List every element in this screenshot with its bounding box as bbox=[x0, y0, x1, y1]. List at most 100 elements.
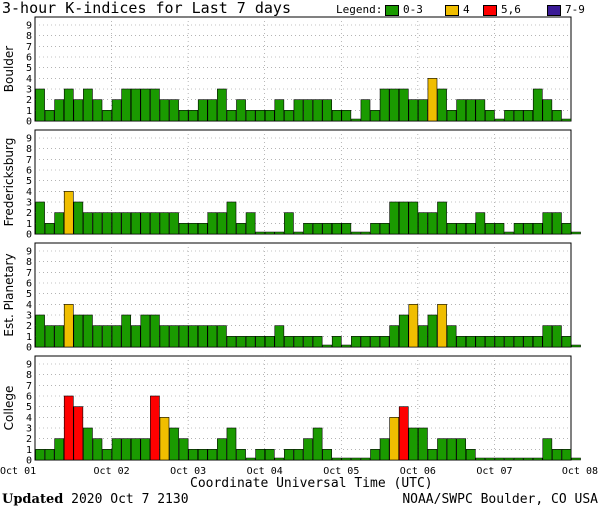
bar bbox=[475, 336, 486, 348]
bar bbox=[312, 427, 323, 461]
bar bbox=[73, 314, 84, 348]
y-tick-label: 1 bbox=[26, 219, 32, 230]
bar bbox=[418, 427, 428, 461]
bar bbox=[102, 110, 112, 122]
bar bbox=[303, 99, 313, 122]
bar bbox=[485, 223, 495, 235]
bar bbox=[264, 231, 275, 235]
bar bbox=[63, 191, 74, 235]
bar bbox=[322, 223, 333, 235]
y-tick-label: 6 bbox=[26, 279, 32, 290]
bar bbox=[284, 336, 294, 348]
bar bbox=[446, 438, 457, 461]
bar bbox=[73, 406, 84, 461]
bar bbox=[398, 201, 409, 235]
bar bbox=[54, 99, 65, 122]
legend-item-7-9: 7-9 bbox=[565, 3, 585, 16]
legend-swatch-5-6 bbox=[483, 5, 497, 16]
bar bbox=[303, 336, 313, 348]
bar bbox=[63, 395, 74, 461]
bar bbox=[532, 88, 543, 122]
bar bbox=[178, 223, 189, 235]
bar bbox=[197, 325, 208, 348]
x-tick-label: Oct 01 bbox=[0, 466, 36, 477]
source-credit: NOAA/SWPC Boulder, CO USA bbox=[402, 492, 598, 507]
bar bbox=[159, 212, 170, 235]
x-tick-label: Oct 03 bbox=[170, 466, 206, 477]
bar bbox=[150, 88, 160, 122]
bar bbox=[456, 336, 467, 348]
updated-value: 2020 Oct 7 2130 bbox=[71, 492, 189, 507]
bar bbox=[465, 449, 476, 461]
bar bbox=[513, 336, 524, 348]
bar bbox=[437, 201, 447, 235]
bar bbox=[130, 325, 141, 348]
bar bbox=[197, 223, 208, 235]
y-tick-label: 8 bbox=[26, 31, 32, 42]
bar bbox=[418, 212, 428, 235]
bar bbox=[322, 99, 333, 122]
bar bbox=[178, 438, 189, 461]
bar bbox=[178, 325, 189, 348]
bar bbox=[513, 457, 524, 461]
chart-title: 3-hour K-indices for Last 7 days bbox=[2, 0, 291, 17]
bar bbox=[446, 325, 457, 348]
bar bbox=[140, 438, 151, 461]
bar bbox=[217, 325, 227, 348]
bar bbox=[351, 336, 361, 348]
bar bbox=[532, 223, 543, 235]
bar bbox=[284, 212, 294, 235]
bar bbox=[121, 438, 132, 461]
bar bbox=[331, 223, 342, 235]
bar bbox=[255, 110, 266, 122]
bar bbox=[188, 449, 199, 461]
y-tick-label: 5 bbox=[26, 176, 32, 187]
bar bbox=[111, 438, 122, 461]
bar bbox=[130, 212, 141, 235]
bar bbox=[54, 325, 65, 348]
bar bbox=[236, 99, 246, 122]
y-tick-label: 0 bbox=[26, 230, 32, 241]
y-tick-label: 3 bbox=[26, 198, 32, 209]
y-tick-label: 4 bbox=[26, 74, 32, 85]
bar bbox=[322, 344, 332, 348]
y-tick-label: 5 bbox=[26, 63, 32, 74]
legend-swatch-0-3 bbox=[385, 5, 399, 16]
bar bbox=[418, 99, 428, 122]
bar bbox=[150, 314, 160, 348]
bar bbox=[504, 336, 514, 348]
bar bbox=[245, 110, 256, 122]
bar bbox=[427, 212, 438, 235]
bar bbox=[379, 223, 390, 235]
y-tick-label: 0 bbox=[26, 456, 32, 467]
bar bbox=[437, 438, 447, 461]
bar bbox=[504, 457, 514, 461]
y-tick-label: 0 bbox=[26, 117, 32, 128]
bar bbox=[389, 325, 400, 348]
bar bbox=[532, 457, 543, 461]
updated-label: Updated bbox=[2, 492, 64, 507]
x-tick-label: Oct 08 bbox=[562, 466, 598, 477]
bar bbox=[485, 457, 495, 461]
bar bbox=[408, 201, 419, 235]
bar bbox=[465, 223, 476, 235]
y-tick-label: 0 bbox=[26, 343, 32, 354]
bar bbox=[140, 212, 151, 235]
y-tick-label: 4 bbox=[26, 187, 32, 198]
legend-item-0-3: 0-3 bbox=[403, 3, 423, 16]
bar bbox=[274, 231, 285, 235]
bar bbox=[561, 336, 572, 348]
y-tick-label: 2 bbox=[26, 95, 32, 106]
bar bbox=[523, 457, 533, 461]
y-tick-label: 8 bbox=[26, 257, 32, 268]
bar bbox=[226, 201, 237, 235]
bar bbox=[236, 336, 246, 348]
bar bbox=[370, 110, 380, 122]
bar bbox=[35, 449, 45, 461]
y-tick-label: 7 bbox=[26, 381, 32, 392]
bar bbox=[236, 223, 246, 235]
bar bbox=[331, 457, 342, 461]
y-tick-label: 8 bbox=[26, 370, 32, 381]
bar bbox=[121, 88, 132, 122]
